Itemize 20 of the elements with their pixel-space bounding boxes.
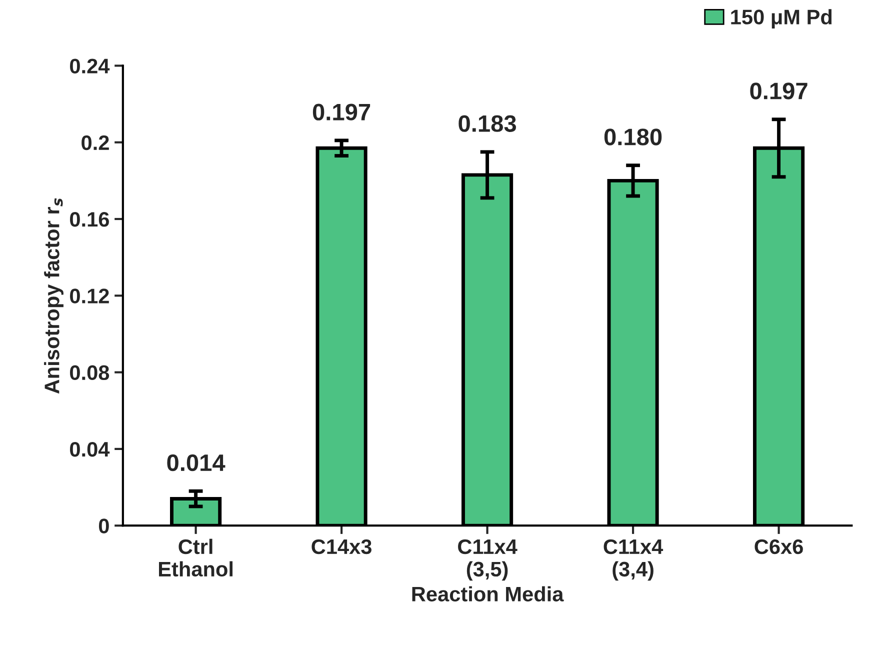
x-tick-label: C14x3	[312, 539, 372, 554]
y-tick-label: 0.08	[70, 365, 110, 380]
y-tick-label: 0.16	[70, 212, 109, 227]
y-tick-label: 0.04	[70, 442, 110, 457]
data-label: 0.180	[604, 128, 662, 146]
data-label: 0.014	[167, 454, 226, 472]
x-axis-title: Reaction Media	[412, 586, 564, 602]
x-tick-label: Ctrl Ethanol	[158, 538, 233, 577]
x-tick-label: C11x4 (3,5)	[458, 539, 518, 581]
legend-label: 150 μM Pd	[731, 9, 832, 28]
data-label: 0.197	[750, 82, 808, 100]
y-axis-title: Anisotropy factor r$_{s}$	[44, 198, 64, 394]
y-tick-label: 0.24	[70, 58, 110, 74]
y-tick-label: 0.2	[82, 135, 109, 150]
x-tick-label: C6x6	[754, 539, 803, 554]
y-tick-label: 0.12	[70, 288, 109, 304]
data-label: 0.197	[312, 104, 370, 120]
y-tick-label: 0	[98, 518, 109, 534]
data-label: 0.183	[458, 115, 516, 132]
x-tick-label: C11x4 (3,4)	[604, 539, 664, 581]
